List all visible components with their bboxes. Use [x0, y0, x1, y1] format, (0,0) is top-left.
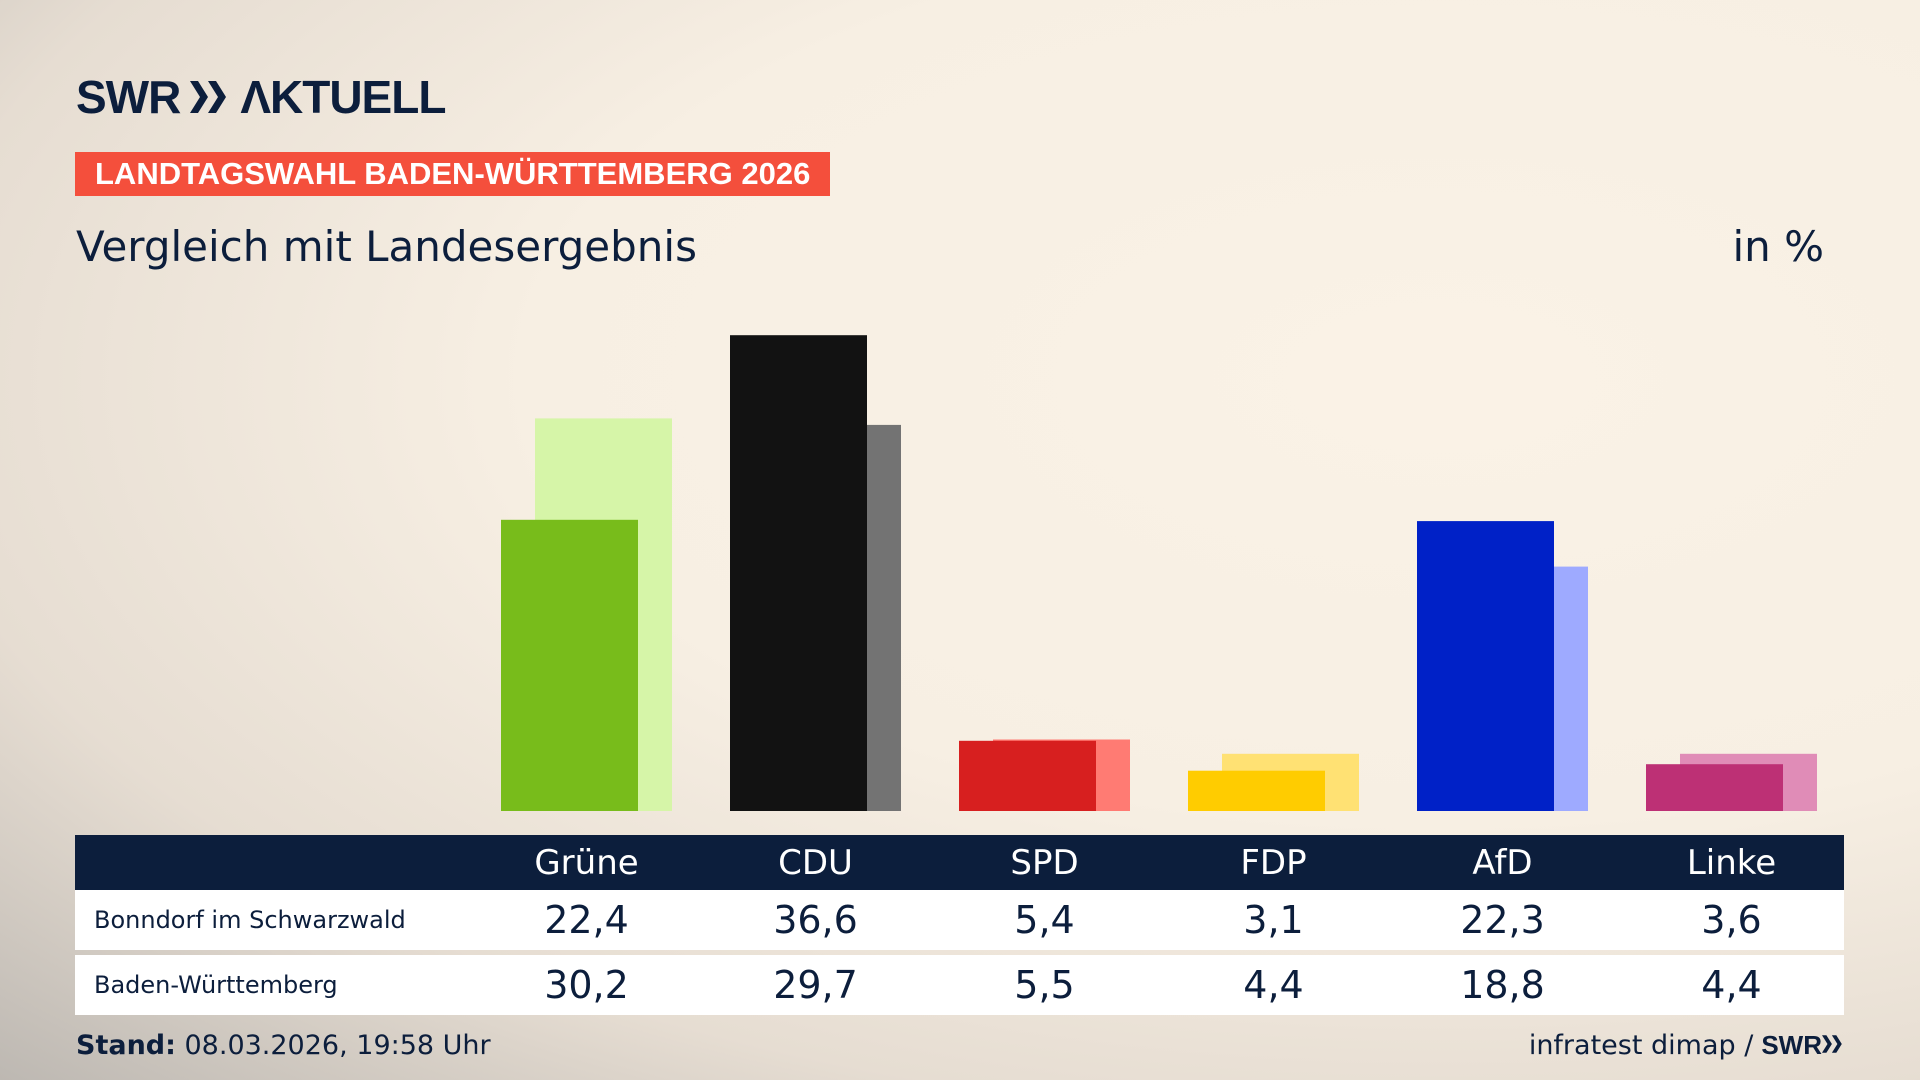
value-cell: 22,3	[1460, 898, 1545, 942]
value-cell: 3,6	[1701, 898, 1762, 942]
column-header: CDU	[778, 842, 853, 883]
chart-subtitle: Vergleich mit Landesergebnis	[76, 222, 697, 271]
table-row: Bonndorf im Schwarzwald 22,4 36,6 5,4 3,1 22,…	[75, 890, 1844, 950]
bar-fdp-local	[1188, 770, 1325, 811]
source-text: infratest dimap /	[1528, 1030, 1754, 1061]
value-cell: 3,1	[1243, 898, 1304, 942]
value-cell: 5,4	[1014, 898, 1075, 942]
bar-afd-local	[1417, 521, 1554, 811]
source: infratest dimap / SWR	[1529, 1030, 1844, 1061]
bar-grüne-local	[501, 519, 638, 811]
stand-label: Stand:	[76, 1030, 176, 1061]
value-cell: 30,2	[544, 963, 629, 1007]
value-cell: 29,7	[773, 963, 858, 1007]
chevrons-icon	[190, 81, 227, 113]
value-cell: 5,5	[1014, 963, 1075, 1007]
election-badge: LANDTAGSWAHL BADEN-WÜRTTEMBERG 2026	[75, 152, 831, 196]
value-cell: 22,4	[544, 898, 629, 942]
column-header: SPD	[1010, 842, 1079, 883]
chevrons-icon	[1822, 1035, 1842, 1053]
table-header: Grüne CDU SPD FDP AfD Linke	[75, 835, 1844, 890]
bar-linke-local	[1646, 764, 1783, 811]
table-row: Baden-Württemberg 30,2 29,7 5,5 4,4 18,8 4,4	[75, 955, 1844, 1015]
row-label: Bonndorf im Schwarzwald	[94, 906, 406, 934]
column-header: Grüne	[534, 842, 639, 883]
value-cell: 4,4	[1701, 963, 1762, 1007]
unit-label: in %	[1732, 222, 1824, 271]
value-cell: 36,6	[773, 898, 858, 942]
row-label: Baden-Württemberg	[94, 971, 338, 999]
swr-logo-small: SWR	[1761, 1030, 1844, 1061]
timestamp: Stand: 08.03.2026, 19:58 Uhr	[76, 1030, 491, 1061]
swr-aktuell-logo: SWR ΛKTUELL	[76, 71, 446, 123]
stand-value: 08.03.2026, 19:58 Uhr	[175, 1030, 491, 1061]
results-table: Grüne CDU SPD FDP AfD Linke Bonndorf im Schwa…	[75, 835, 1844, 1015]
bar-cdu-local	[730, 335, 867, 811]
column-header: AfD	[1472, 842, 1533, 883]
bar-spd-local	[959, 740, 1096, 811]
value-cell: 18,8	[1460, 963, 1545, 1007]
value-cell: 4,4	[1243, 963, 1304, 1007]
column-header: FDP	[1240, 842, 1307, 883]
bar-chart	[501, 335, 1817, 811]
column-header: Linke	[1686, 842, 1777, 883]
